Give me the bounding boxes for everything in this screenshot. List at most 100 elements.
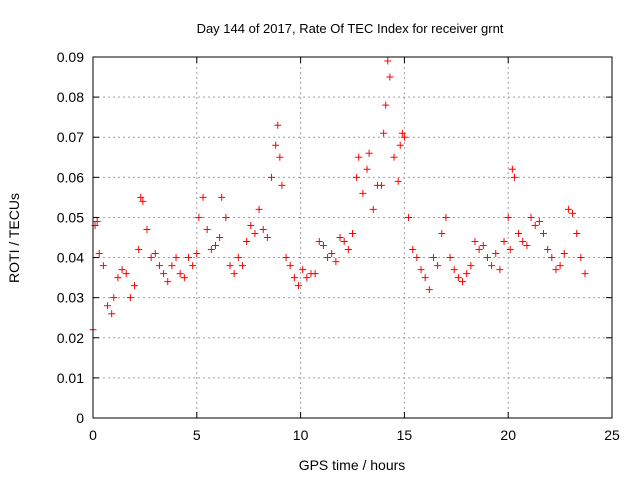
data-point — [400, 133, 408, 141]
data-point — [230, 270, 238, 278]
data-point — [176, 270, 184, 278]
data-point — [382, 101, 390, 109]
x-tick-label: 25 — [604, 427, 620, 443]
data-point — [569, 209, 577, 217]
data-point — [104, 302, 112, 310]
data-point — [386, 73, 394, 81]
data-point — [126, 294, 134, 302]
axis-ticks — [92, 56, 613, 419]
data-point — [344, 246, 352, 254]
y-tick-label: 0.09 — [57, 49, 84, 65]
data-point — [413, 254, 421, 262]
data-point — [263, 234, 271, 241]
data-point — [143, 225, 151, 233]
data-point — [243, 238, 251, 246]
data-point — [531, 221, 539, 229]
data-point — [349, 229, 356, 237]
data-point — [108, 310, 116, 318]
data-point — [459, 278, 467, 286]
data-point — [523, 242, 531, 250]
data-point — [515, 229, 523, 237]
data-point — [290, 274, 298, 282]
data-point — [394, 177, 402, 185]
plot-frame — [92, 56, 613, 419]
data-point — [110, 294, 118, 302]
data-point — [222, 213, 230, 221]
data-point — [147, 254, 155, 262]
grid-lines — [93, 57, 612, 418]
data-point — [268, 173, 276, 181]
data-point — [467, 262, 475, 270]
data-point — [539, 229, 547, 237]
data-point — [535, 217, 543, 225]
data-point — [324, 254, 332, 262]
data-point — [429, 254, 437, 262]
y-tick-label: 0.02 — [57, 330, 84, 346]
y-tick-label: 0.07 — [57, 129, 84, 145]
x-tick-label: 5 — [193, 427, 201, 443]
data-point — [500, 238, 508, 246]
data-point — [315, 238, 323, 246]
data-point — [216, 234, 224, 241]
data-point — [93, 217, 101, 225]
data-point — [247, 221, 255, 229]
y-tick-label: 0.04 — [57, 250, 84, 266]
y-tick-label: 0.06 — [57, 169, 84, 185]
data-point — [442, 213, 450, 221]
data-point — [336, 234, 344, 241]
data-point — [409, 246, 417, 254]
data-point — [454, 274, 462, 282]
data-point — [251, 229, 259, 237]
data-point — [199, 193, 207, 201]
data-point — [463, 270, 471, 278]
y-tick-label: 0.05 — [57, 209, 84, 225]
y-tick-label: 0 — [76, 410, 84, 426]
data-point — [226, 262, 234, 270]
data-point — [552, 266, 560, 274]
data-point — [425, 286, 433, 294]
data-point — [527, 213, 535, 221]
data-point — [131, 282, 139, 290]
data-point — [365, 149, 373, 157]
data-point — [417, 266, 425, 274]
data-point — [544, 246, 552, 254]
data-point — [180, 274, 188, 282]
data-point — [238, 262, 246, 270]
data-point — [353, 173, 361, 181]
x-tick-labels: 0 5 10 15 20 25 — [89, 427, 620, 443]
data-point — [396, 141, 404, 149]
data-point — [363, 165, 371, 173]
data-point — [184, 254, 192, 262]
data-point — [508, 165, 516, 173]
data-point — [581, 270, 589, 278]
data-point — [332, 258, 340, 266]
data-point — [95, 250, 103, 258]
data-point — [496, 266, 504, 274]
data-point — [573, 229, 581, 237]
data-point — [398, 129, 406, 137]
data-point — [172, 254, 180, 262]
data-point — [488, 262, 496, 270]
data-point — [577, 254, 585, 262]
data-point — [303, 274, 311, 282]
data-point — [483, 254, 491, 262]
chart-title: Day 144 of 2017, Rate Of TEC Index for r… — [197, 21, 504, 36]
data-point — [139, 197, 147, 205]
y-tick-label: 0.03 — [57, 290, 84, 306]
data-point — [207, 246, 215, 254]
x-tick-label: 10 — [293, 427, 309, 443]
data-point — [438, 229, 446, 237]
x-axis-label: GPS time / hours — [299, 457, 406, 473]
data-point — [259, 225, 267, 233]
data-point — [155, 262, 163, 270]
data-point — [369, 205, 377, 213]
data-point — [380, 129, 388, 137]
data-point — [282, 254, 290, 262]
data-point — [137, 193, 145, 201]
data-point — [556, 262, 564, 270]
data-point — [218, 193, 226, 201]
x-tick-label: 15 — [397, 427, 413, 443]
data-point — [479, 242, 487, 250]
data-point — [340, 238, 348, 246]
